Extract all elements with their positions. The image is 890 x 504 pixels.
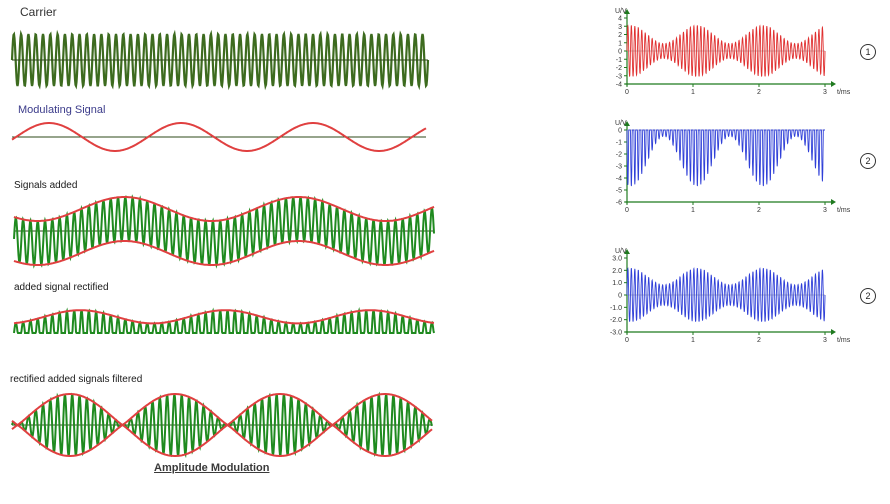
y-tick-label: -1.0 — [610, 305, 622, 312]
y-tick-label: -1 — [616, 57, 622, 64]
x-tick-label: 3 — [823, 207, 827, 214]
y-tick-label: -6 — [616, 200, 622, 207]
y-tick-label: -2 — [616, 65, 622, 72]
rectified-wave — [13, 307, 435, 334]
plot-1-marker: 1 — [860, 44, 876, 60]
plot-1: 4 3 2 1 0 -1 -2 -3 -4 0 1 2 3 U/V t/ms — [605, 6, 851, 103]
x-tick-label: 0 — [625, 207, 629, 214]
filtered-wave — [11, 391, 433, 459]
plot-3: 3.0 2.0 1.0 0 -1.0 -2.0 -3.0 0 1 2 3 U/V t/ms — [605, 246, 851, 351]
y-tick-label: -2.0 — [610, 317, 622, 324]
x-tick-label: 2 — [757, 337, 761, 344]
y-tick-label: -3 — [616, 73, 622, 80]
x-tick-label: 1 — [691, 207, 695, 214]
x-tick-label: 0 — [625, 89, 629, 96]
y-tick-label: -1 — [616, 140, 622, 147]
y-tick-label: 1 — [618, 40, 622, 47]
rectified-label: added signal rectified — [14, 282, 109, 293]
x-tick-label: 3 — [823, 89, 827, 96]
y-tick-label: 4 — [618, 16, 622, 23]
y-axis-label: U/V — [615, 8, 627, 15]
y-tick-label: 0 — [618, 293, 622, 300]
y-tick-label: 0 — [618, 128, 622, 135]
filtered-label: rectified added signals filtered — [10, 374, 143, 385]
plot-2-marker: 2 — [860, 153, 876, 169]
y-tick-label: 0 — [618, 49, 622, 56]
waveform-trace — [626, 24, 826, 77]
x-axis-label: t/ms — [837, 89, 851, 96]
x-axis-label: t/ms — [837, 337, 851, 344]
modulating-signal-wave — [11, 122, 427, 152]
y-tick-label: 3.0 — [612, 256, 622, 263]
x-tick-label: 1 — [691, 337, 695, 344]
y-tick-label: -4 — [616, 176, 622, 183]
waveform-trace — [626, 129, 825, 187]
y-tick-label: 3 — [618, 24, 622, 31]
caption-amplitude-modulation: Amplitude Modulation — [154, 462, 270, 474]
plot-2: 0 -1 -2 -3 -4 -5 -6 0 1 2 3 U/V t/ms — [605, 118, 851, 221]
x-tick-label: 2 — [757, 207, 761, 214]
carrier-label: Carrier — [20, 5, 57, 19]
y-tick-label: -2 — [616, 152, 622, 159]
y-axis-label: U/V — [615, 120, 627, 127]
y-tick-label: -3 — [616, 164, 622, 171]
y-axis-label: U/V — [615, 248, 627, 255]
waveform-trace — [626, 267, 826, 322]
x-tick-label: 0 — [625, 337, 629, 344]
plot-3-marker: 2 — [860, 288, 876, 304]
x-tick-label: 1 — [691, 89, 695, 96]
x-axis-label: t/ms — [837, 207, 851, 214]
y-tick-label: 2 — [618, 32, 622, 39]
x-tick-label: 2 — [757, 89, 761, 96]
signals-added-label: Signals added — [14, 180, 78, 191]
y-tick-label: 2.0 — [612, 268, 622, 275]
modulating-signal-label: Modulating Signal — [18, 104, 106, 116]
y-tick-label: -3.0 — [610, 330, 622, 337]
y-tick-label: -4 — [616, 82, 622, 89]
carrier-wave — [10, 29, 430, 91]
y-tick-label: -5 — [616, 188, 622, 195]
signals-added-wave — [13, 194, 435, 269]
x-tick-label: 3 — [823, 337, 827, 344]
y-tick-label: 1.0 — [612, 280, 622, 287]
